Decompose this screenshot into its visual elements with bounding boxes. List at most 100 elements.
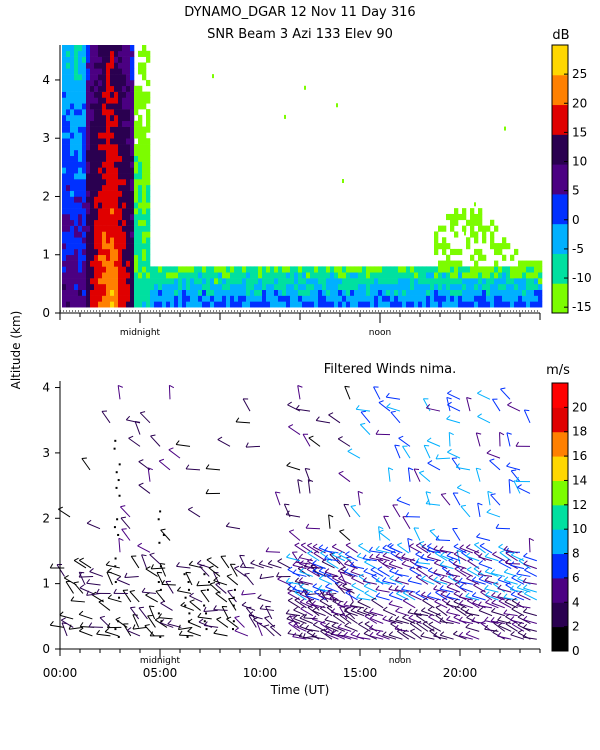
heatmap-cell bbox=[118, 120, 123, 127]
heatmap-cell bbox=[454, 272, 459, 279]
heatmap-cell bbox=[138, 155, 143, 162]
heatmap-cell bbox=[202, 283, 207, 290]
heatmap-cell bbox=[486, 301, 491, 308]
heatmap-cell bbox=[110, 68, 115, 75]
heatmap-cell bbox=[522, 295, 527, 302]
heatmap-cell bbox=[290, 272, 295, 279]
heatmap-cell bbox=[118, 173, 123, 180]
heatmap-cell bbox=[74, 237, 79, 244]
wind-barb bbox=[446, 615, 461, 624]
heatmap-cell bbox=[114, 208, 119, 215]
wind-barb bbox=[415, 542, 429, 554]
wind-barb bbox=[491, 607, 505, 617]
heatmap-cell bbox=[382, 272, 387, 279]
heatmap-cell bbox=[138, 184, 143, 191]
wind-barb bbox=[479, 542, 493, 554]
heatmap-cell bbox=[126, 266, 131, 273]
heatmap-cell bbox=[134, 184, 139, 191]
heatmap-cell bbox=[270, 266, 275, 273]
heatmap-cell bbox=[426, 289, 431, 296]
wind-barb bbox=[386, 403, 401, 412]
heatmap-cell bbox=[274, 289, 279, 296]
heatmap-cell bbox=[222, 266, 227, 273]
heatmap-cell bbox=[502, 237, 507, 244]
heatmap-cell bbox=[142, 219, 147, 226]
heatmap-cell bbox=[102, 62, 107, 69]
wind-barb bbox=[187, 627, 202, 637]
heatmap-cell bbox=[106, 184, 111, 191]
heatmap-cell bbox=[218, 301, 223, 308]
wind-point bbox=[118, 463, 121, 466]
heatmap-cell bbox=[294, 289, 299, 296]
heatmap-cell bbox=[62, 126, 67, 133]
heatmap-cell bbox=[94, 97, 99, 104]
heatmap-cell bbox=[114, 231, 119, 238]
heatmap-cell bbox=[402, 278, 407, 285]
heatmap-cell bbox=[530, 301, 535, 308]
heatmap-cell bbox=[62, 196, 67, 203]
heatmap-cell bbox=[242, 272, 247, 279]
heatmap-cell bbox=[326, 283, 331, 290]
heatmap-cell bbox=[390, 272, 395, 279]
heatmap-cell bbox=[110, 248, 115, 256]
heatmap-cell bbox=[74, 167, 79, 174]
heatmap-cell bbox=[482, 272, 487, 279]
heatmap-cell bbox=[122, 231, 127, 238]
heatmap-cell bbox=[214, 301, 219, 308]
wind-point bbox=[117, 533, 120, 536]
heatmap-cell bbox=[482, 301, 487, 308]
wind-barb bbox=[274, 491, 281, 506]
heatmap-cell bbox=[390, 301, 395, 308]
heatmap-cell bbox=[98, 68, 103, 75]
wind-barb bbox=[344, 622, 358, 632]
wind-barb bbox=[293, 622, 307, 632]
heatmap-cell bbox=[138, 68, 143, 75]
heatmap-cell bbox=[118, 278, 123, 285]
heatmap-cell bbox=[90, 68, 95, 75]
wind-barb bbox=[458, 631, 473, 640]
heatmap-cell bbox=[450, 225, 455, 232]
wind-barb bbox=[375, 592, 390, 601]
heatmap-cell bbox=[174, 301, 179, 308]
wind-barb bbox=[382, 560, 397, 570]
heatmap-cell bbox=[302, 266, 307, 273]
heatmap-cell bbox=[106, 167, 111, 174]
wind-barb bbox=[465, 552, 480, 562]
heatmap-cell bbox=[94, 74, 99, 81]
wind-barb bbox=[200, 589, 210, 603]
heatmap-cell bbox=[70, 56, 75, 63]
wind-barb bbox=[287, 597, 301, 609]
heatmap-cell bbox=[366, 278, 371, 285]
heatmap-cell bbox=[194, 301, 199, 308]
heatmap-cell bbox=[70, 301, 75, 308]
heatmap-cell bbox=[138, 260, 143, 267]
heatmap-cell bbox=[498, 248, 503, 256]
wind-barb bbox=[382, 631, 397, 640]
wind-barb bbox=[522, 623, 537, 632]
heatmap-cell bbox=[262, 295, 267, 302]
wind-barb bbox=[263, 624, 275, 637]
heatmap-cell bbox=[134, 260, 139, 267]
heatmap-cell bbox=[118, 266, 123, 273]
wind-barb bbox=[158, 613, 173, 620]
colorbar-tick-label: 18 bbox=[572, 425, 587, 439]
heatmap-cell bbox=[86, 138, 91, 145]
heatmap-cell bbox=[78, 301, 83, 308]
heatmap-cell bbox=[498, 278, 503, 285]
heatmap-cell bbox=[398, 295, 403, 302]
heatmap-cell bbox=[486, 225, 491, 232]
wind-barb bbox=[402, 445, 411, 459]
wind-point bbox=[203, 604, 206, 607]
wind-barb bbox=[312, 567, 326, 577]
heatmap-cell bbox=[270, 283, 275, 290]
heatmap-cell bbox=[118, 213, 123, 221]
heatmap-cell bbox=[106, 243, 111, 250]
heatmap-cell bbox=[86, 91, 91, 98]
heatmap-cell bbox=[522, 260, 527, 267]
heatmap-cell bbox=[66, 231, 71, 238]
heatmap-cell bbox=[118, 161, 123, 168]
wind-barb bbox=[426, 553, 441, 562]
heatmap-cell bbox=[354, 266, 359, 273]
heatmap-cell bbox=[250, 301, 255, 308]
heatmap-cell bbox=[130, 132, 135, 139]
